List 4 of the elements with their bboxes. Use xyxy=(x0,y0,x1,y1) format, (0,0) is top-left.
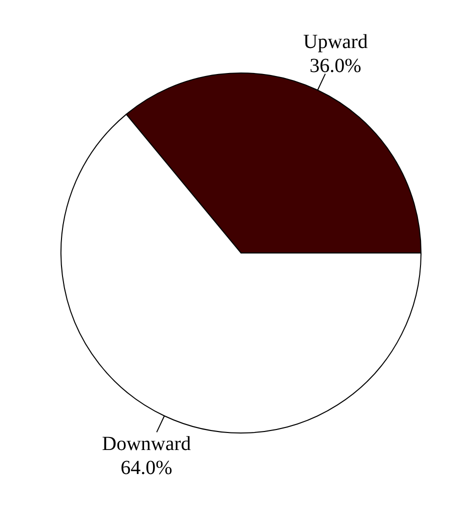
slice-label: Upward xyxy=(303,31,368,54)
data-label: 36.0% xyxy=(310,55,362,78)
slice-label: Downward xyxy=(102,432,191,455)
data-label: 64.0% xyxy=(120,456,172,479)
